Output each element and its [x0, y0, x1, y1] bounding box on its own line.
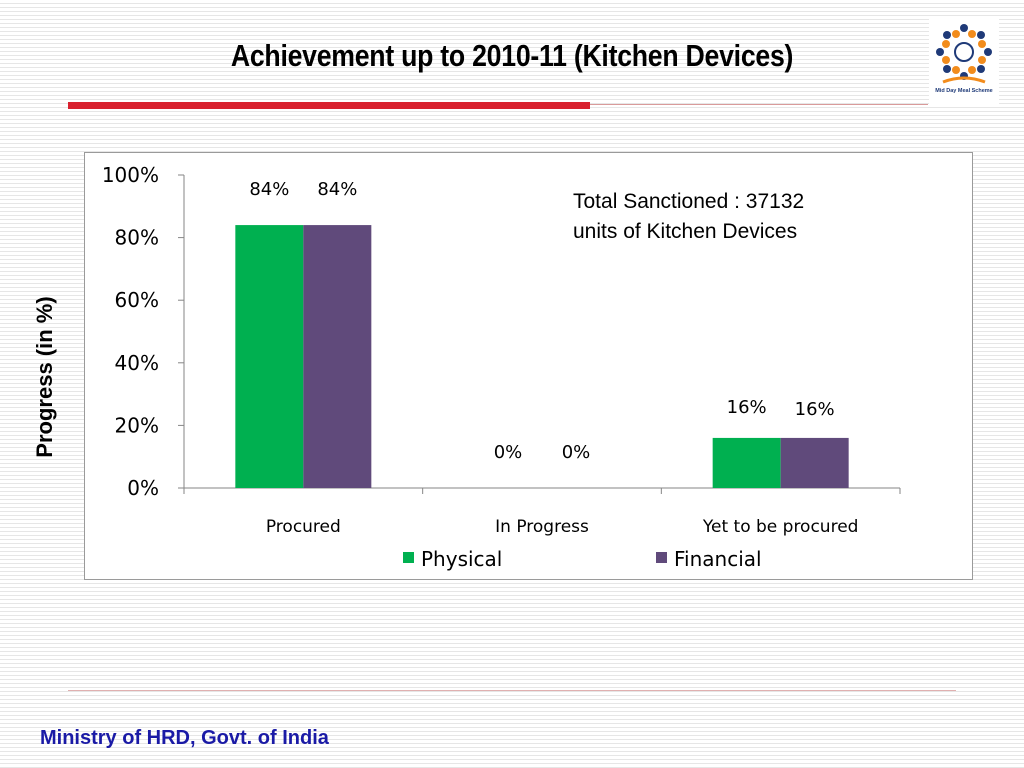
footer-text: Ministry of HRD, Govt. of India	[40, 727, 329, 749]
slide-title: Achievement up to 2010-11 (Kitchen Devic…	[230, 38, 794, 73]
y-tick-label: 40%	[115, 351, 159, 375]
legend-swatch-physical	[403, 552, 414, 563]
legend-label-financial: Financial	[674, 547, 762, 571]
legend-label-physical: Physical	[421, 547, 502, 571]
annotation-line-2: units of Kitchen Devices	[573, 220, 798, 243]
bar-physical-2	[712, 437, 781, 488]
data-label: 84%	[317, 179, 357, 200]
legend-swatch-financial	[656, 552, 667, 563]
title-underline-thin	[590, 104, 928, 105]
bar-physical-0	[235, 225, 304, 488]
title-underline-red	[68, 102, 590, 109]
x-tick-label: Procured	[266, 517, 341, 537]
data-label: 84%	[249, 179, 289, 200]
data-label: 0%	[494, 442, 523, 463]
data-label: 0%	[562, 442, 591, 463]
bar-financial-0	[303, 225, 372, 488]
y-tick-label: 100%	[102, 163, 159, 187]
annotation-line-1: Total Sanctioned : 37132	[573, 190, 805, 213]
y-tick-label: 0%	[127, 476, 159, 500]
x-tick-label: Yet to be procured	[702, 517, 859, 537]
data-label: 16%	[795, 399, 835, 420]
total-sanctioned-note: Total Sanctioned : 37132 units of Kitche…	[573, 187, 873, 247]
data-label: 16%	[727, 397, 767, 418]
logo-emblem-icon	[936, 24, 992, 84]
y-tick-label: 80%	[115, 226, 159, 250]
y-tick-label: 60%	[115, 288, 159, 312]
y-axis-title: Progress (in %)	[32, 296, 57, 458]
mid-day-meal-logo	[929, 18, 999, 104]
chart: 0% 20% 40% 60% 80% 100% 84% 84% Procured 0% 0% In P…	[102, 163, 901, 571]
bar-financial-2	[780, 437, 849, 488]
footer-divider	[68, 690, 956, 691]
y-tick-label: 20%	[115, 413, 159, 437]
logo-caption: Mid Day Meal Scheme	[935, 88, 993, 94]
x-tick-label: In Progress	[495, 517, 589, 537]
chart-frame: 0% 20% 40% 60% 80% 100% 84% 84% Procured 0% 0% In P…	[84, 152, 973, 580]
